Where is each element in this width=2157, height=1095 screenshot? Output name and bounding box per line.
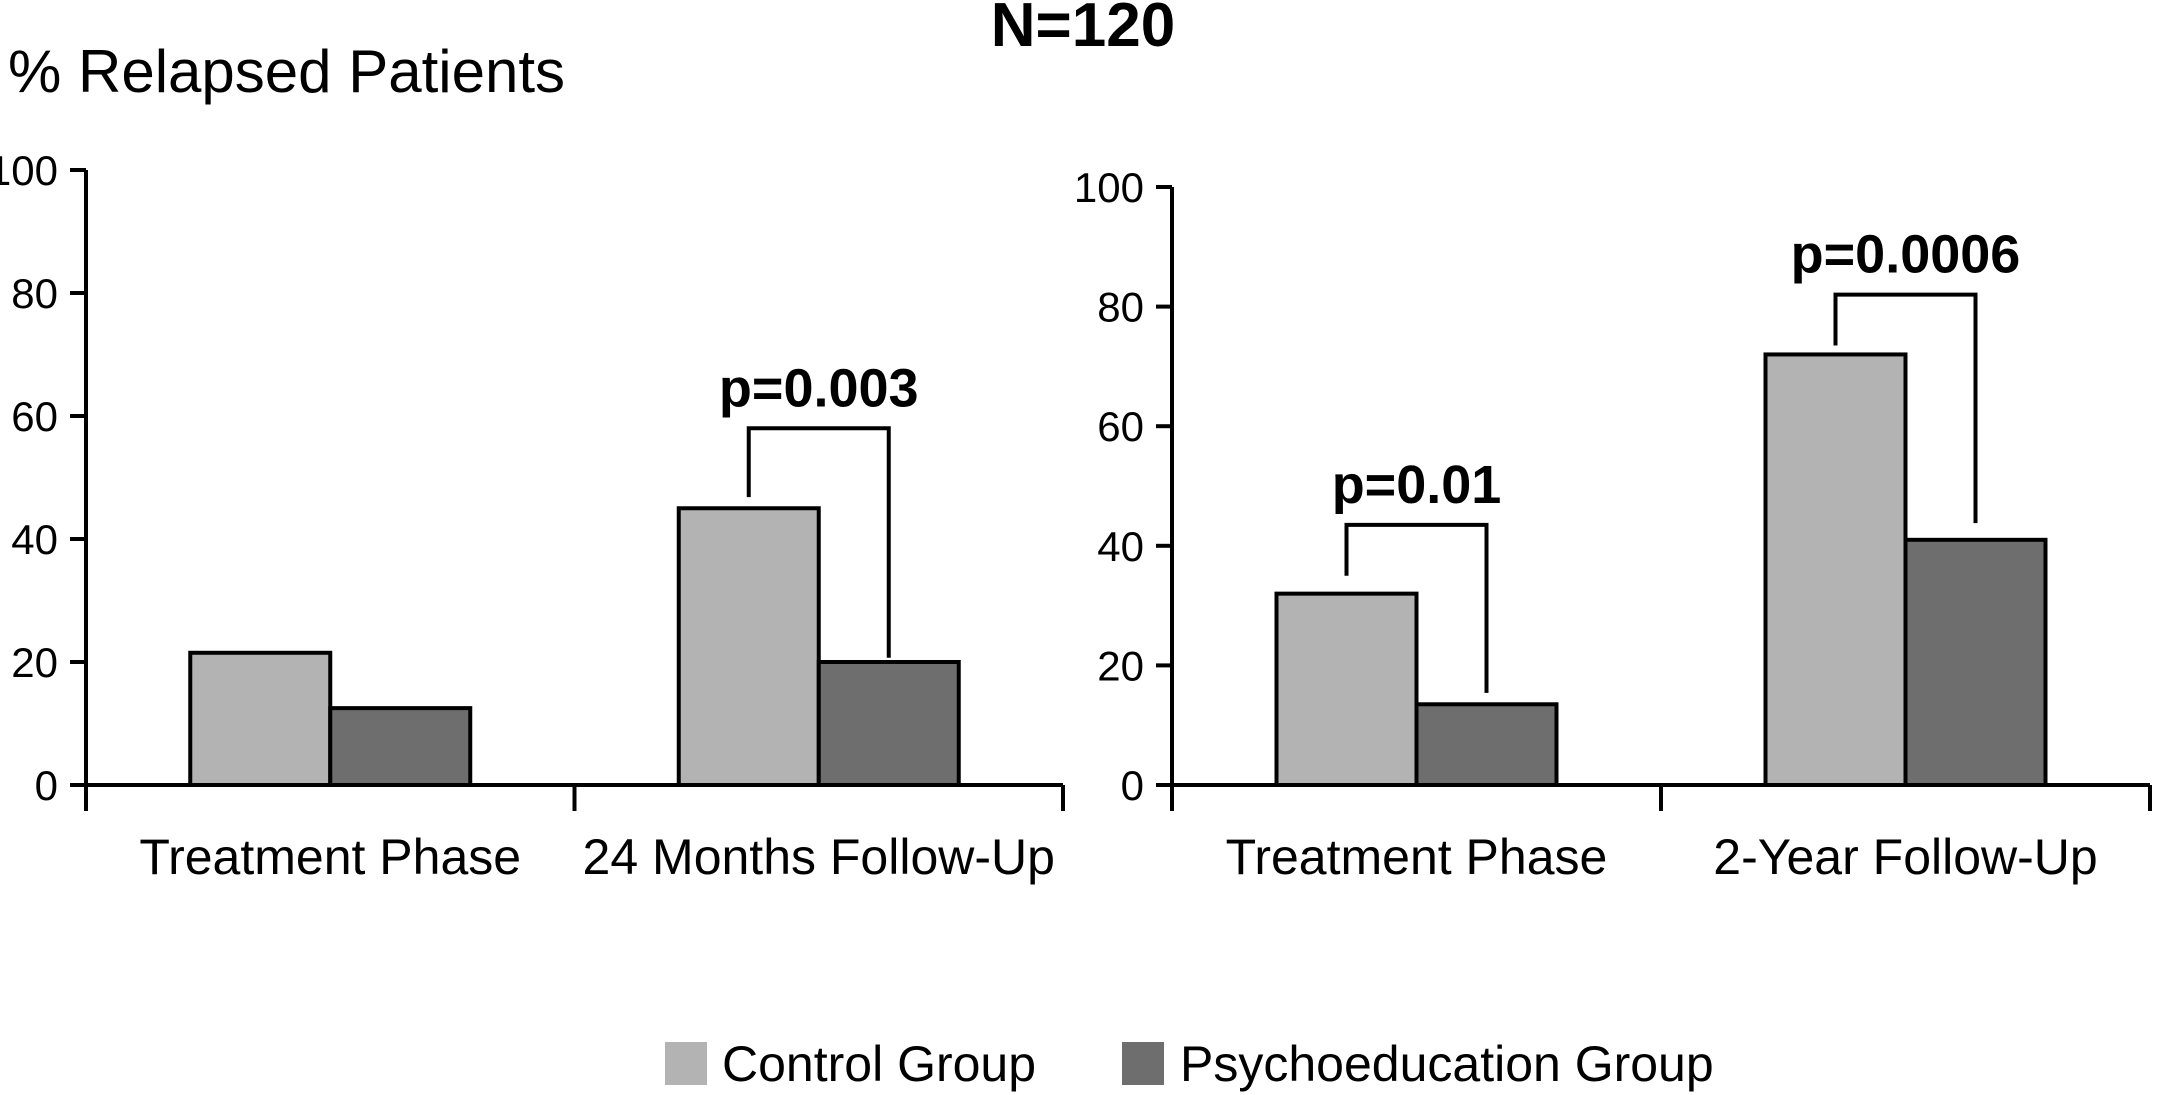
legend-label-psychoeducation-group: Psychoeducation Group xyxy=(1180,1036,1714,1092)
y-axis-title: % Relapsed Patients xyxy=(8,38,565,105)
left-panel-category-label-24-months-follow-up: 24 Months Follow-Up xyxy=(583,829,1055,885)
right-panel-bar-control-group-treatment-phase xyxy=(1274,591,1419,788)
left-panel-category-label-treatment-phase: Treatment Phase xyxy=(139,829,521,885)
right-panel-bar-control-group-2-year-follow-up xyxy=(1763,352,1908,787)
right-panel-y-tick-label: 60 xyxy=(1097,403,1144,450)
right-panel-significance-bracket-p-0-01 xyxy=(1344,522,1489,693)
left-panel-bar-psychoeducation-group-treatment-phase xyxy=(328,706,473,787)
left-panel-significance-bracket-p-0-003 xyxy=(746,426,891,658)
right-panel-y-tick-label: 20 xyxy=(1097,642,1144,689)
left-panel-bar-control-group-24-months-follow-up xyxy=(676,506,821,787)
left-panel-bar-psychoeducation-group-24-months-follow-up xyxy=(816,660,961,787)
left-panel-y-tick-label: 40 xyxy=(11,516,58,563)
left-panel-p-value-label: p=0.003 xyxy=(719,358,919,418)
right-panel-category-label-2-year-follow-up: 2-Year Follow-Up xyxy=(1713,829,2097,885)
right-panel-p-value-label: p=0.0006 xyxy=(1791,225,2021,285)
right-panel-y-tick-label: 100 xyxy=(1074,164,1144,211)
legend-swatch-control-group xyxy=(665,1042,707,1085)
left-panel-y-tick-label: 20 xyxy=(11,639,58,686)
right-panel-significance-bracket-p-0-0006 xyxy=(1833,292,1978,524)
left-panel-y-tick-label: 80 xyxy=(11,270,58,317)
right-panel-y-tick-label: 40 xyxy=(1097,523,1144,570)
right-panel-category-label-treatment-phase: Treatment Phase xyxy=(1226,829,1608,885)
right-panel-bar-psychoeducation-group-2-year-follow-up xyxy=(1903,537,2048,787)
legend-swatch-psychoeducation-group xyxy=(1122,1042,1164,1085)
left-panel-y-tick-label: 0 xyxy=(35,762,58,809)
right-panel-p-value-label: p=0.01 xyxy=(1332,455,1502,515)
right-panel-bar-psychoeducation-group-treatment-phase xyxy=(1414,702,1559,788)
left-panel-y-tick-label: 60 xyxy=(11,393,58,440)
right-panel-y-tick-label: 80 xyxy=(1097,284,1144,331)
sample-size-label: N=120 xyxy=(990,0,1176,60)
left-panel-bar-control-group-treatment-phase xyxy=(188,650,333,788)
legend-label-control-group: Control Group xyxy=(722,1036,1037,1092)
left-panel-y-tick-label: 100 xyxy=(0,147,58,194)
right-panel-y-tick-label: 0 xyxy=(1121,762,1144,809)
